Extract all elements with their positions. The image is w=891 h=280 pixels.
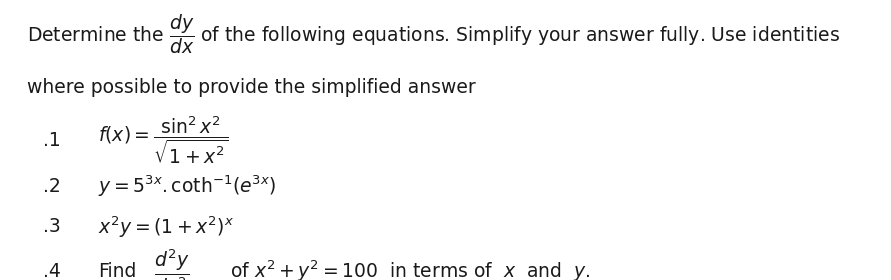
Text: Find: Find	[98, 262, 136, 280]
Text: $x^2 y = (1+x^2)^x$: $x^2 y = (1+x^2)^x$	[98, 214, 234, 240]
Text: $f(x) = \dfrac{\sin^2 x^2}{\sqrt{1+x^2}}$: $f(x) = \dfrac{\sin^2 x^2}{\sqrt{1+x^2}}…	[98, 115, 229, 165]
Text: .3: .3	[43, 217, 61, 236]
Text: $\dfrac{d^2y}{dx^2}$: $\dfrac{d^2y}{dx^2}$	[154, 247, 190, 280]
Text: where possible to provide the simplified answer: where possible to provide the simplified…	[27, 78, 476, 97]
Text: .1: .1	[43, 130, 61, 150]
Text: .2: .2	[43, 177, 61, 196]
Text: .4: .4	[43, 262, 61, 280]
Text: of $x^2 + y^2 = 100$  in terms of  $x$  and  $y$.: of $x^2 + y^2 = 100$ in terms of $x$ and…	[230, 259, 590, 280]
Text: $y = 5^{3x}.\mathrm{coth}^{-1}(e^{3x})$: $y = 5^{3x}.\mathrm{coth}^{-1}(e^{3x})$	[98, 173, 276, 199]
Text: Determine the $\dfrac{dy}{dx}$ of the following equations. Simplify your answer : Determine the $\dfrac{dy}{dx}$ of the fo…	[27, 13, 840, 57]
